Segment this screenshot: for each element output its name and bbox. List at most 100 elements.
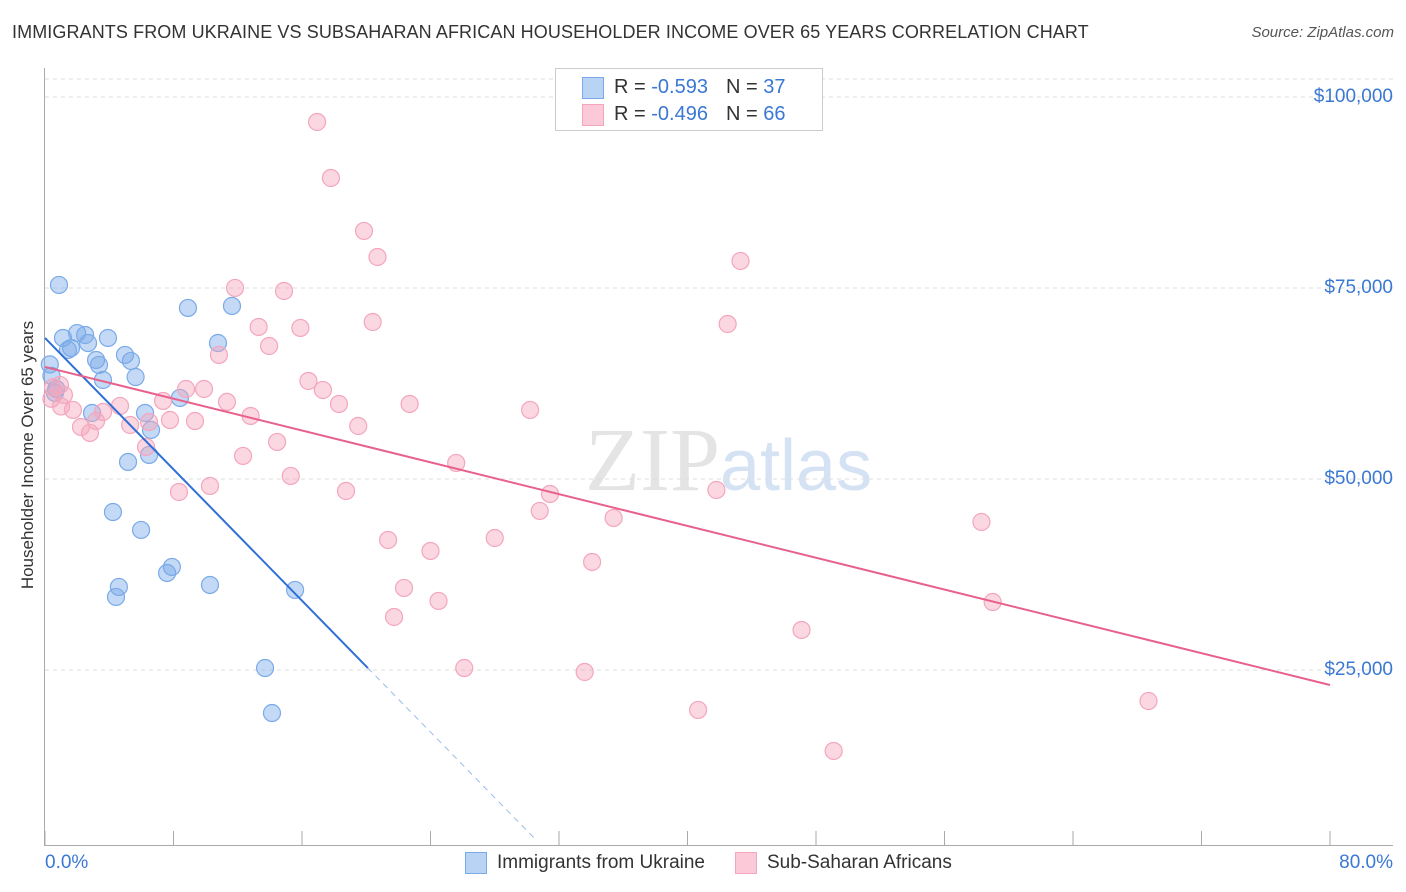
data-point-ukraine (262, 703, 282, 723)
data-point-subsaharan (363, 312, 382, 332)
data-point-subsaharan (51, 397, 71, 416)
y-tick-label: $25,000 (1324, 659, 1393, 680)
n-label: N = (725, 76, 758, 98)
data-point-subsaharan (455, 658, 474, 678)
trendline-subsaharan (44, 365, 1331, 686)
data-point-ukraine (135, 403, 155, 423)
r-value: -0.593 (651, 76, 708, 98)
data-point-subsaharan (136, 437, 156, 457)
data-point-subsaharan (233, 446, 253, 466)
data-point-subsaharan (50, 375, 70, 395)
data-point-subsaharan (394, 578, 414, 598)
data-point-subsaharan (321, 168, 341, 188)
trendline-ukraine (44, 337, 369, 669)
data-point-subsaharan (299, 371, 318, 391)
data-point-subsaharan (71, 417, 91, 437)
data-point-subsaharan (63, 400, 83, 420)
legend-swatch-pink (582, 103, 604, 126)
data-point-ukraine (200, 575, 220, 595)
n-value: 66 (763, 103, 786, 125)
series-legend: Immigrants from Ukraine Sub-Saharan Afri… (465, 852, 952, 874)
data-point-ukraine (118, 452, 138, 472)
data-point-ukraine (49, 275, 69, 295)
data-point-ukraine (121, 351, 141, 371)
trendline-extension (367, 667, 536, 840)
y-tick-label: $50,000 (1324, 468, 1393, 489)
data-point-ukraine (98, 328, 118, 348)
data-point-ukraine (103, 502, 123, 522)
legend-label-subsaharan: Sub-Saharan Africans (767, 852, 952, 873)
n-label: N = (725, 103, 758, 125)
data-point-subsaharan (1139, 691, 1158, 711)
data-point-subsaharan (139, 412, 159, 432)
data-point-subsaharan (582, 552, 602, 572)
data-point-subsaharan (259, 336, 279, 356)
source-label: Source: ZipAtlas.com (1251, 24, 1394, 41)
x-tick-label: 80.0% (1339, 852, 1393, 873)
data-point-ukraine (222, 296, 242, 316)
data-point-subsaharan (217, 392, 237, 412)
data-point-ukraine (255, 658, 275, 678)
data-point-subsaharan (421, 541, 440, 561)
data-point-subsaharan (689, 700, 708, 720)
data-point-subsaharan (160, 410, 180, 430)
data-point-subsaharan (169, 482, 189, 502)
data-point-subsaharan (80, 423, 100, 443)
legend-label-ukraine: Immigrants from Ukraine (497, 852, 705, 873)
data-point-ukraine (178, 298, 198, 318)
stats-row-ukraine: R = -0.593 N = 37 (582, 76, 785, 99)
data-point-subsaharan (349, 416, 368, 436)
data-point-subsaharan (792, 620, 811, 640)
data-point-subsaharan (307, 112, 327, 132)
data-point-subsaharan (384, 607, 404, 627)
data-point-subsaharan (225, 278, 245, 298)
n-value: 37 (763, 76, 786, 98)
data-point-subsaharan (368, 247, 387, 267)
data-point-ukraine (285, 580, 305, 600)
data-point-ukraine (89, 355, 109, 375)
data-point-subsaharan (530, 501, 549, 521)
data-point-subsaharan (274, 281, 294, 301)
data-point-subsaharan (42, 389, 61, 408)
legend-swatch-pink (735, 852, 757, 874)
data-point-subsaharan (824, 741, 843, 761)
watermark-atlas: atlas (720, 426, 872, 506)
data-point-subsaharan (604, 508, 623, 528)
data-point-subsaharan (291, 318, 310, 338)
data-point-ukraine (106, 587, 126, 607)
data-point-subsaharan (209, 345, 229, 365)
data-point-subsaharan (731, 251, 750, 271)
data-point-ukraine (162, 557, 181, 577)
data-point-subsaharan (485, 528, 504, 548)
legend-swatch-blue (465, 852, 487, 874)
data-point-ukraine (157, 563, 177, 583)
data-point-ukraine (86, 350, 106, 370)
data-point-subsaharan (281, 466, 300, 486)
data-point-subsaharan (313, 380, 332, 400)
data-point-ukraine (78, 333, 98, 353)
data-point-subsaharan (110, 396, 130, 416)
data-point-subsaharan (43, 378, 63, 397)
chart-title: IMMIGRANTS FROM UKRAINE VS SUBSAHARAN AF… (12, 22, 1089, 42)
y-tick-label: $100,000 (1313, 86, 1393, 107)
data-point-ukraine (126, 367, 145, 387)
data-point-subsaharan (429, 591, 448, 611)
data-point-subsaharan (707, 480, 726, 500)
data-point-subsaharan (354, 221, 374, 241)
data-point-subsaharan (718, 314, 737, 334)
data-point-ukraine (109, 577, 128, 597)
data-point-subsaharan (194, 379, 214, 399)
data-point-subsaharan (575, 662, 594, 682)
y-tick-label: $75,000 (1324, 277, 1393, 298)
x-tick-label: 0.0% (45, 852, 89, 873)
data-point-subsaharan (972, 512, 991, 532)
data-point-ukraine (58, 340, 78, 359)
data-point-subsaharan (329, 394, 349, 414)
data-point-subsaharan (336, 481, 356, 501)
stats-legend: R = -0.593 N = 37 R = -0.496 N = 66 (555, 68, 823, 131)
r-label: R = (614, 103, 646, 125)
data-point-subsaharan (520, 400, 540, 420)
r-value: -0.496 (651, 103, 708, 125)
data-point-subsaharan (93, 402, 113, 422)
